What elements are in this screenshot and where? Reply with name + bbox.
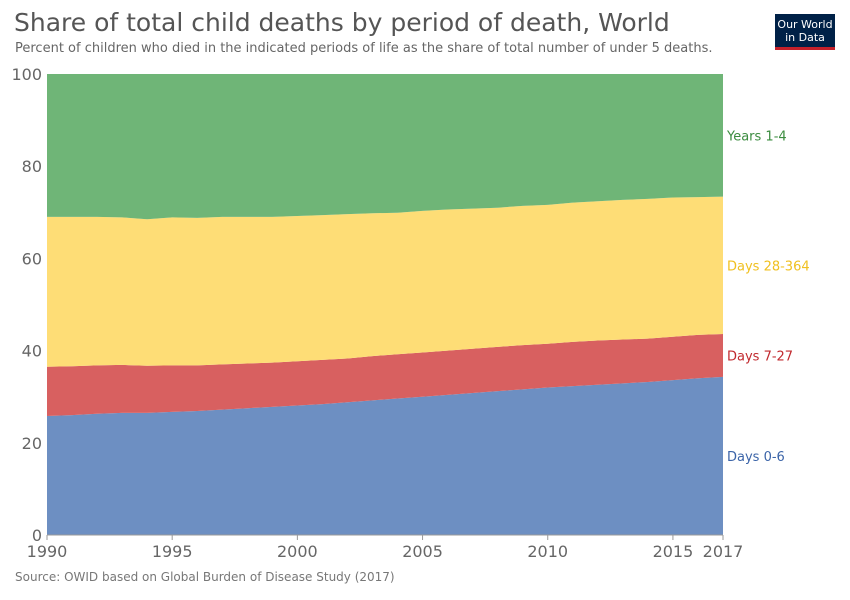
series-label-years-1-4: Years 1-4 bbox=[726, 129, 787, 144]
series-label-days-0-6: Days 0-6 bbox=[727, 450, 785, 465]
y-tick-label: 40 bbox=[22, 342, 42, 361]
series-label-days-7-27: Days 7-27 bbox=[727, 349, 793, 364]
x-tick-label: 1995 bbox=[152, 542, 193, 561]
area-years-1-4 bbox=[47, 74, 723, 220]
owid-logo[interactable]: Our World in Data bbox=[775, 14, 835, 50]
chart-title: Share of total child deaths by period of… bbox=[14, 8, 670, 37]
x-tick-label: 2000 bbox=[277, 542, 318, 561]
y-tick-label: 0 bbox=[32, 526, 42, 545]
x-tick-label: 2010 bbox=[527, 542, 568, 561]
y-tick-label: 100 bbox=[11, 65, 42, 84]
x-tick-label: 2015 bbox=[653, 542, 694, 561]
x-tick-label: 2017 bbox=[703, 542, 744, 561]
series-label-days-28-364: Days 28-364 bbox=[727, 259, 810, 274]
y-tick-label: 20 bbox=[22, 434, 42, 453]
area-days-7-27 bbox=[47, 334, 723, 417]
logo-line-2: in Data bbox=[785, 31, 825, 44]
area-days-28-364 bbox=[47, 196, 723, 367]
x-tick-label: 1990 bbox=[27, 542, 68, 561]
x-tick-label: 2005 bbox=[402, 542, 443, 561]
y-tick-label: 80 bbox=[22, 157, 42, 176]
area-days-0-6 bbox=[47, 376, 723, 535]
chart-subtitle: Percent of children who died in the indi… bbox=[15, 41, 713, 56]
y-tick-label: 60 bbox=[22, 249, 42, 268]
logo-line-1: Our World bbox=[777, 18, 833, 31]
source-note: Source: OWID based on Global Burden of D… bbox=[15, 570, 395, 584]
